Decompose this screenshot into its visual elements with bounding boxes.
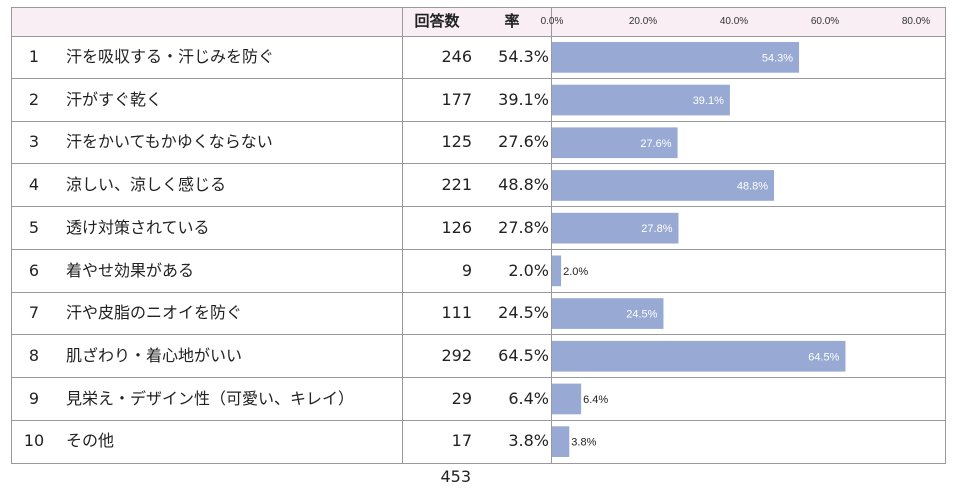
row-number: 5 [28, 217, 40, 237]
bar [552, 298, 664, 329]
bar [552, 42, 800, 73]
table-row: 4 涼しい、涼しく感じる 221 48.8% [12, 164, 945, 208]
row-count: 292 [441, 345, 472, 365]
row-number: 9 [28, 388, 40, 408]
bar [552, 383, 582, 415]
table-row: 2 汗がすぐ乾く 177 39.1% [12, 79, 945, 122]
row-number: 2 [28, 89, 40, 109]
row-count: 125 [441, 132, 472, 152]
row-count: 177 [441, 89, 472, 109]
bar-data-label: 6.4% [583, 394, 608, 406]
bar-data-label: 24.5% [626, 309, 657, 321]
table-row: 1 汗を吸収する・汗じみを防ぐ 246 54.3% [12, 36, 945, 79]
row-rate: 64.5% [498, 345, 549, 365]
bar [552, 255, 562, 287]
row-item-label: 涼しい、涼しく感じる [66, 175, 227, 195]
table-row: 10 その他 17 3.8% [12, 420, 945, 463]
x-tick-label: 0.0% [541, 16, 564, 27]
table-row: 6 着やせ効果がある 9 2.0% [12, 250, 945, 293]
row-rate: 48.8% [498, 175, 549, 195]
table-row: 3 汗をかいてもかゆくならない 125 27.6% [12, 121, 945, 165]
divider-chart [551, 8, 552, 463]
row-count: 9 [461, 260, 472, 280]
row-rate: 24.5% [498, 303, 549, 323]
bar [552, 170, 775, 201]
row-number: 10 [23, 431, 45, 451]
row-item-label: 汗や皮脂のニオイを防ぐ [66, 303, 243, 323]
row-item-label: 肌ざわり・着心地がいい [66, 345, 243, 365]
divider-count [402, 8, 403, 463]
total-count: 453 [440, 467, 471, 486]
row-count: 29 [451, 388, 472, 408]
bar-data-label: 54.3% [762, 52, 793, 64]
rate-header: 率 [504, 12, 520, 30]
bar-data-label: 48.8% [737, 180, 768, 192]
bar-data-label: 3.8% [571, 437, 596, 449]
row-rate: 27.8% [498, 217, 549, 237]
row-item-label: 汗をかいてもかゆくならない [66, 132, 273, 152]
bar-data-label: 39.1% [693, 95, 724, 107]
count-header: 回答数 [414, 12, 460, 30]
row-number: 6 [28, 260, 40, 280]
bar-data-label: 64.5% [808, 351, 839, 363]
row-count: 17 [451, 431, 472, 451]
row-item-label: 汗を吸収する・汗じみを防ぐ [66, 47, 275, 66]
table-row: 5 透け対策されている 126 27.8% [12, 207, 945, 250]
row-rate: 6.4% [508, 388, 549, 408]
row-number: 1 [28, 47, 40, 66]
x-tick-label: 60.0% [811, 16, 839, 27]
row-item-label: 透け対策されている [66, 217, 210, 237]
row-count: 221 [441, 175, 472, 195]
row-count: 126 [441, 217, 472, 237]
row-number: 3 [28, 132, 40, 152]
row-item-label: その他 [66, 431, 115, 451]
survey-table: 回答数 率 1 汗を吸収する・汗じみを防ぐ 246 54.3% 2 汗がすぐ乾く 177 39… [11, 7, 946, 464]
row-count: 246 [441, 47, 472, 66]
row-count: 111 [441, 303, 472, 323]
row-item-label: 着やせ効果がある [66, 260, 195, 280]
x-tick-label: 80.0% [902, 16, 930, 27]
row-number: 7 [28, 303, 40, 323]
row-rate: 27.6% [498, 132, 549, 152]
table-row: 9 見栄え・デザイン性（可愛い、キレイ） 29 6.4% [12, 378, 945, 421]
bar [552, 340, 846, 372]
bar-data-label: 2.0% [563, 266, 588, 278]
row-rate: 2.0% [508, 260, 549, 280]
bar-chart: 0.0% 20.0% 40.0% 60.0% 80.0% 54.3% 39.1% 27.6% 4… [541, 16, 930, 457]
bar-data-label: 27.6% [640, 138, 671, 150]
table-header: 回答数 率 [12, 8, 945, 37]
table-row: 7 汗や皮脂のニオイを防ぐ 111 24.5% [12, 292, 945, 336]
table-body: 1 汗を吸収する・汗じみを防ぐ 246 54.3% 2 汗がすぐ乾く 177 39.1% 3 汗を… [12, 36, 945, 463]
table-row: 8 肌ざわり・着心地がいい 292 64.5% [12, 335, 945, 378]
row-number: 4 [28, 175, 40, 195]
x-tick-label: 40.0% [720, 16, 748, 27]
row-rate: 39.1% [498, 89, 549, 109]
row-rate: 54.3% [498, 47, 549, 66]
bar [552, 426, 570, 457]
row-item-label: 汗がすぐ乾く [66, 89, 163, 109]
bar [552, 127, 678, 159]
bar [552, 212, 679, 244]
row-item-label: 見栄え・デザイン性（可愛い、キレイ） [66, 388, 355, 408]
bar-data-label: 27.8% [641, 223, 672, 235]
x-tick-label: 20.0% [629, 16, 657, 27]
row-rate: 3.8% [508, 431, 549, 451]
bar [552, 84, 730, 116]
row-number: 8 [28, 345, 40, 365]
